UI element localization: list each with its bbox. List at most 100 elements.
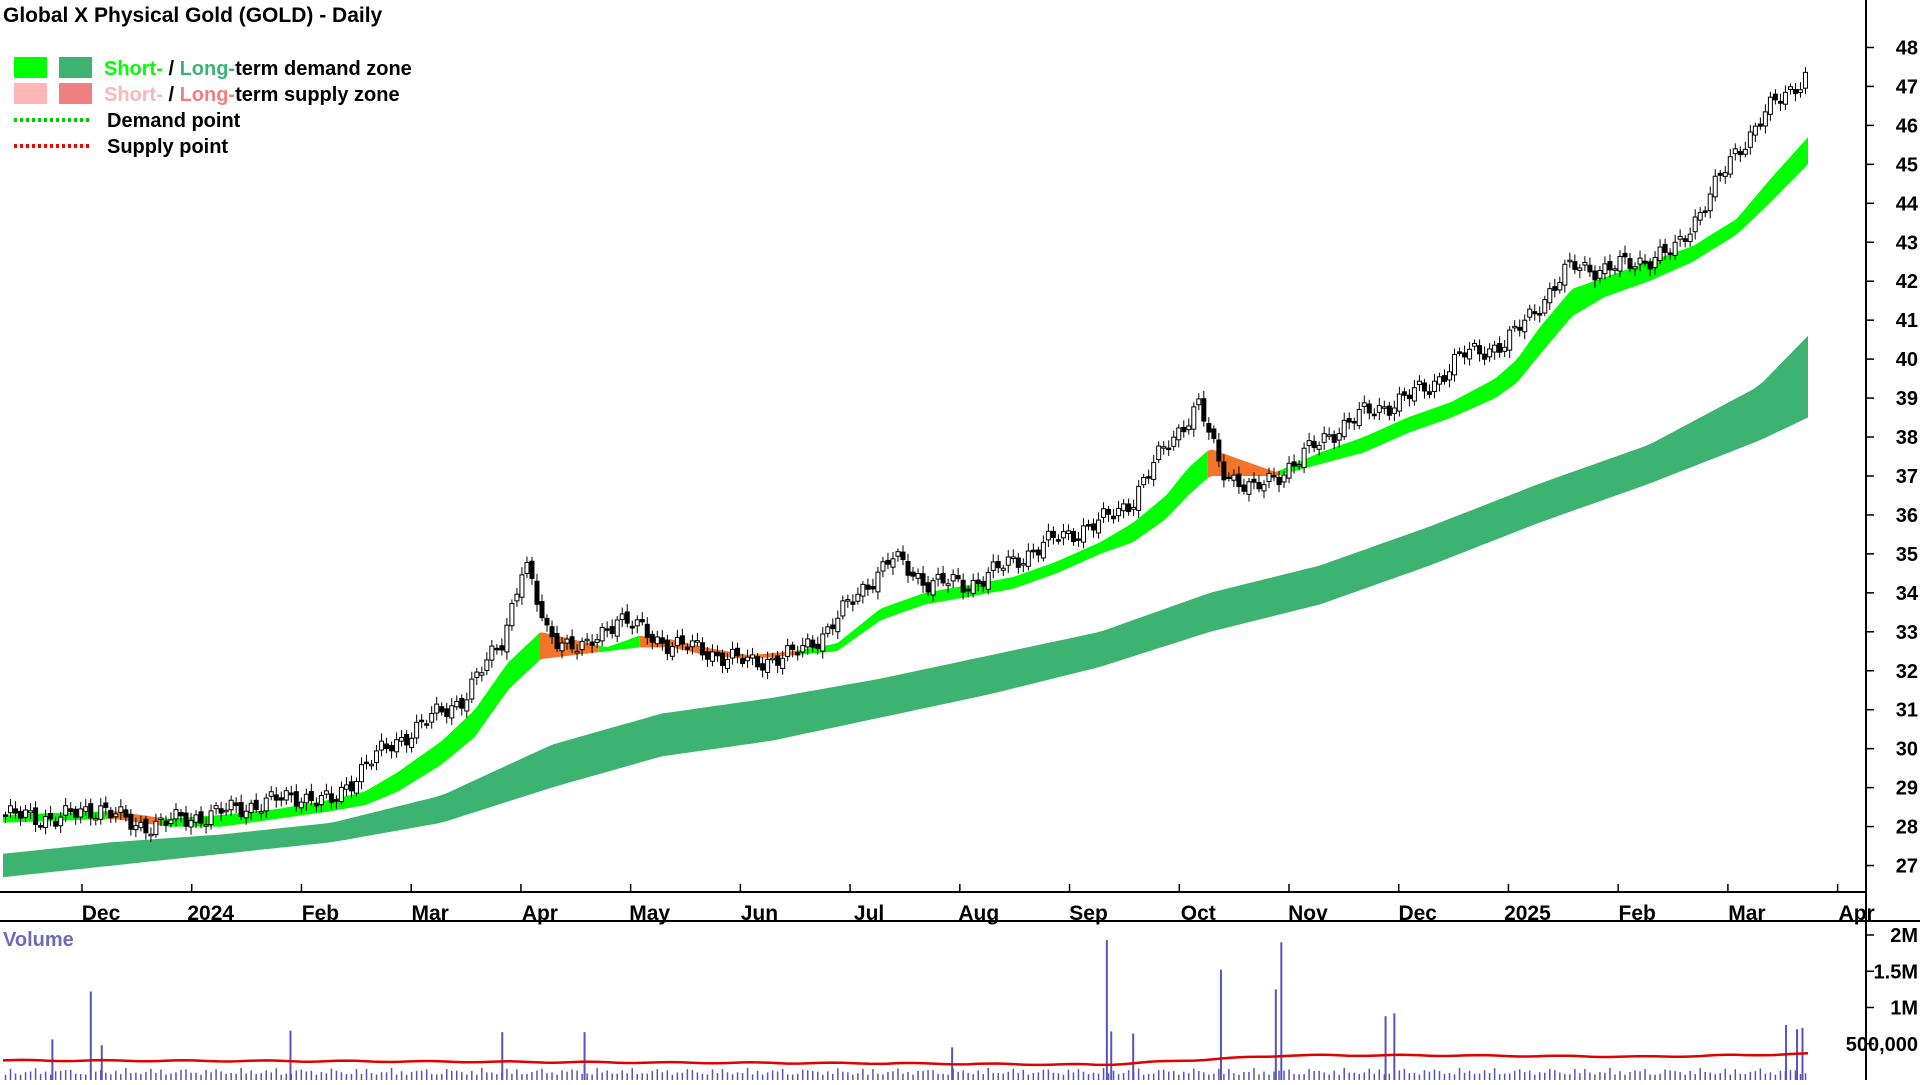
- candle-down: [1592, 270, 1598, 281]
- legend-supply-point-label: Supply point: [107, 136, 228, 158]
- legend-demand-point-label: Demand point: [107, 110, 241, 132]
- y-tick-label: 27: [1896, 856, 1918, 878]
- candle-down: [424, 723, 430, 726]
- x-tick-label: Apr: [1839, 902, 1875, 925]
- candle-up: [1321, 433, 1327, 443]
- candle-up: [1136, 485, 1142, 511]
- candle-down: [1070, 530, 1076, 543]
- candle-down: [33, 807, 39, 825]
- candle-down: [218, 808, 224, 814]
- y-tick-label: 32: [1896, 661, 1918, 683]
- candle-up: [594, 639, 600, 643]
- candle-down: [1682, 238, 1688, 242]
- candle-down: [850, 601, 856, 605]
- candle-down: [1291, 461, 1297, 467]
- x-tick-label: Feb: [1619, 902, 1656, 925]
- candle-down: [1216, 439, 1222, 462]
- candle-up: [248, 802, 254, 813]
- candle-down: [1086, 524, 1092, 527]
- candle-down: [1421, 382, 1427, 392]
- candle-down: [699, 642, 705, 656]
- candle-up: [750, 654, 756, 659]
- candle-up: [454, 700, 460, 708]
- candle-up: [1020, 563, 1026, 566]
- candle-up: [1356, 408, 1362, 427]
- candle-up: [1447, 371, 1453, 381]
- candle-up: [464, 699, 470, 712]
- legend-demand-zone-label: Short- / Long-term demand zone: [104, 58, 412, 80]
- candle-up: [1096, 519, 1102, 534]
- candle-up: [1472, 342, 1478, 347]
- candle-up: [283, 790, 289, 801]
- candle-down: [384, 743, 390, 749]
- candle-up: [1316, 444, 1322, 450]
- candle-up: [1802, 71, 1808, 89]
- candle-down: [865, 584, 871, 590]
- candle-up: [579, 640, 585, 651]
- candle-down: [18, 810, 24, 819]
- x-tick-label: Aug: [958, 902, 999, 925]
- x-tick-label: Apr: [522, 902, 558, 925]
- candle-down: [679, 635, 685, 645]
- candle-down: [1106, 508, 1112, 515]
- candle-up: [1632, 266, 1638, 270]
- x-tick-label: Mar: [1728, 902, 1765, 925]
- candle-up: [1602, 263, 1608, 275]
- candle-up: [1025, 550, 1031, 567]
- candle-up: [1191, 406, 1197, 430]
- candle-down: [123, 809, 129, 818]
- candle-up: [1376, 405, 1382, 413]
- candle-up: [614, 619, 620, 637]
- candle-down: [88, 803, 94, 819]
- candle-up: [93, 817, 99, 821]
- candle-up: [1336, 433, 1342, 441]
- candle-down: [1572, 261, 1578, 270]
- candle-up: [1752, 125, 1758, 136]
- candle-down: [459, 698, 465, 709]
- candle-up: [343, 784, 349, 790]
- candle-down: [404, 733, 410, 746]
- candle-up: [409, 737, 415, 748]
- candle-down: [1251, 478, 1257, 483]
- y-tick-label: 30: [1896, 739, 1918, 761]
- candle-down: [68, 808, 74, 812]
- y-tick-label: 43: [1896, 232, 1918, 254]
- candle-down: [624, 611, 630, 624]
- candle-down: [1256, 482, 1262, 490]
- y-tick-label: 45: [1896, 154, 1918, 176]
- candle-up: [875, 571, 881, 593]
- candle-down: [554, 633, 560, 650]
- candle-up: [188, 820, 194, 828]
- candle-up: [709, 651, 715, 662]
- price-candles: [3, 67, 1808, 843]
- candle-up: [990, 561, 996, 571]
- candle-down: [1642, 260, 1648, 264]
- candle-up: [1171, 436, 1177, 447]
- legend-short-demand-swatch: [14, 57, 47, 78]
- candle-up: [1301, 447, 1307, 468]
- candle-down: [1126, 503, 1132, 513]
- candle-up: [1512, 325, 1518, 329]
- candle-down: [48, 812, 54, 820]
- candle-up: [113, 813, 119, 818]
- candle-down: [549, 626, 555, 638]
- x-tick-label: May: [629, 902, 670, 925]
- candle-down: [293, 791, 299, 807]
- candle-down: [910, 571, 916, 577]
- candle-up: [474, 671, 480, 678]
- candle-up: [1677, 235, 1683, 240]
- candle-down: [328, 793, 334, 803]
- candle-down: [1772, 93, 1778, 101]
- candle-down: [163, 820, 169, 826]
- candle-down: [604, 628, 610, 631]
- legend-demand-suffix: term demand zone: [235, 58, 412, 80]
- candle-up: [1196, 398, 1202, 406]
- y-tick-label: 39: [1896, 388, 1918, 410]
- candle-down: [1351, 420, 1357, 424]
- candle-up: [805, 638, 811, 648]
- candle-down: [1777, 100, 1783, 104]
- candle-up: [358, 764, 364, 783]
- legend-long-supply-swatch: [59, 83, 92, 104]
- candle-up: [674, 636, 680, 647]
- candle-down: [1702, 210, 1708, 213]
